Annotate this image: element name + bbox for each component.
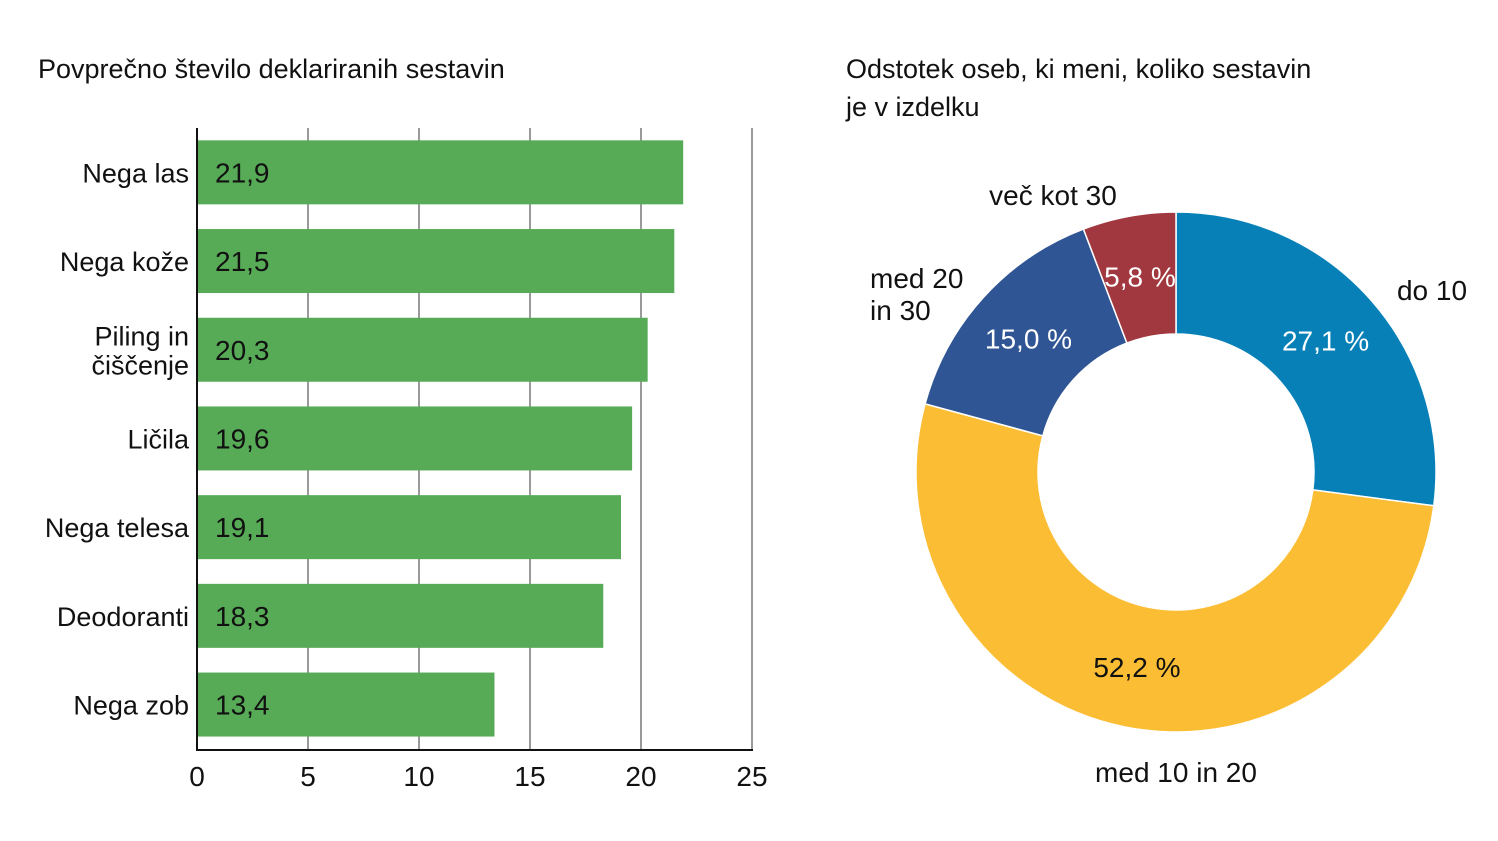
- category-label: Nega kože: [60, 247, 189, 277]
- x-tick-label: 25: [736, 761, 767, 792]
- donut-title-line-1: Odstotek oseb, ki meni, koliko sestavin: [846, 54, 1312, 84]
- bar-value-label: 13,4: [215, 690, 270, 721]
- bar: [197, 495, 622, 560]
- slice-value-label: 5,8 %: [1104, 261, 1176, 292]
- slice-value-label: 52,2 %: [1093, 652, 1180, 683]
- donut-title-line-2: je v izdelku: [846, 92, 980, 122]
- donut-chart-title: Odstotek oseb, ki meni, koliko sestavin …: [846, 50, 1446, 126]
- slice-category-label: do 10: [1397, 275, 1467, 306]
- bar-chart: 21,9 Nega las 21,5 Nega kože 20,3 Piling inči…: [45, 128, 768, 792]
- donut-chart: 27,1 % do 10 52,2 % med 10 in 20 15,0 % med 2…: [870, 180, 1467, 788]
- donut-slice: [924, 228, 1128, 437]
- slice-category-label: več kot 30: [989, 180, 1117, 211]
- x-tick-label: 20: [625, 761, 656, 792]
- bar: [197, 140, 684, 205]
- bar-value-label: 19,6: [215, 423, 270, 454]
- x-tick-label: 5: [300, 761, 316, 792]
- category-label: Piling in: [94, 321, 189, 351]
- bar-value-label: 20,3: [215, 335, 270, 366]
- bar-value-label: 19,1: [215, 512, 270, 543]
- bar: [197, 583, 604, 648]
- slice-category-label: med 20: [870, 263, 963, 294]
- donut-slice: [1082, 211, 1177, 345]
- category-label: Ličila: [127, 424, 190, 454]
- slice-category-label: med 10 in 20: [1095, 757, 1257, 788]
- bar: [197, 672, 495, 737]
- bar-chart-title: Povprečno število deklariranih sestavin: [38, 54, 505, 84]
- x-tick-label: 0: [189, 761, 205, 792]
- category-label: Nega zob: [73, 691, 189, 721]
- category-label: Deodoranti: [57, 602, 189, 632]
- bar: [197, 406, 633, 471]
- category-label: Nega las: [82, 158, 189, 188]
- category-label: čiščenje: [91, 350, 189, 380]
- donut-slice: [915, 402, 1435, 733]
- x-tick-label: 15: [514, 761, 545, 792]
- slice-category-label: in 30: [870, 295, 931, 326]
- slice-value-label: 27,1 %: [1282, 326, 1369, 357]
- x-tick-label: 10: [403, 761, 434, 792]
- bar-value-label: 18,3: [215, 601, 270, 632]
- bar-value-label: 21,5: [215, 246, 270, 277]
- bar: [197, 229, 675, 294]
- donut-slice: [1175, 211, 1437, 507]
- slice-value-label: 15,0 %: [985, 323, 1072, 354]
- bar: [197, 317, 648, 382]
- bar-value-label: 21,9: [215, 157, 270, 188]
- category-label: Nega telesa: [45, 513, 190, 543]
